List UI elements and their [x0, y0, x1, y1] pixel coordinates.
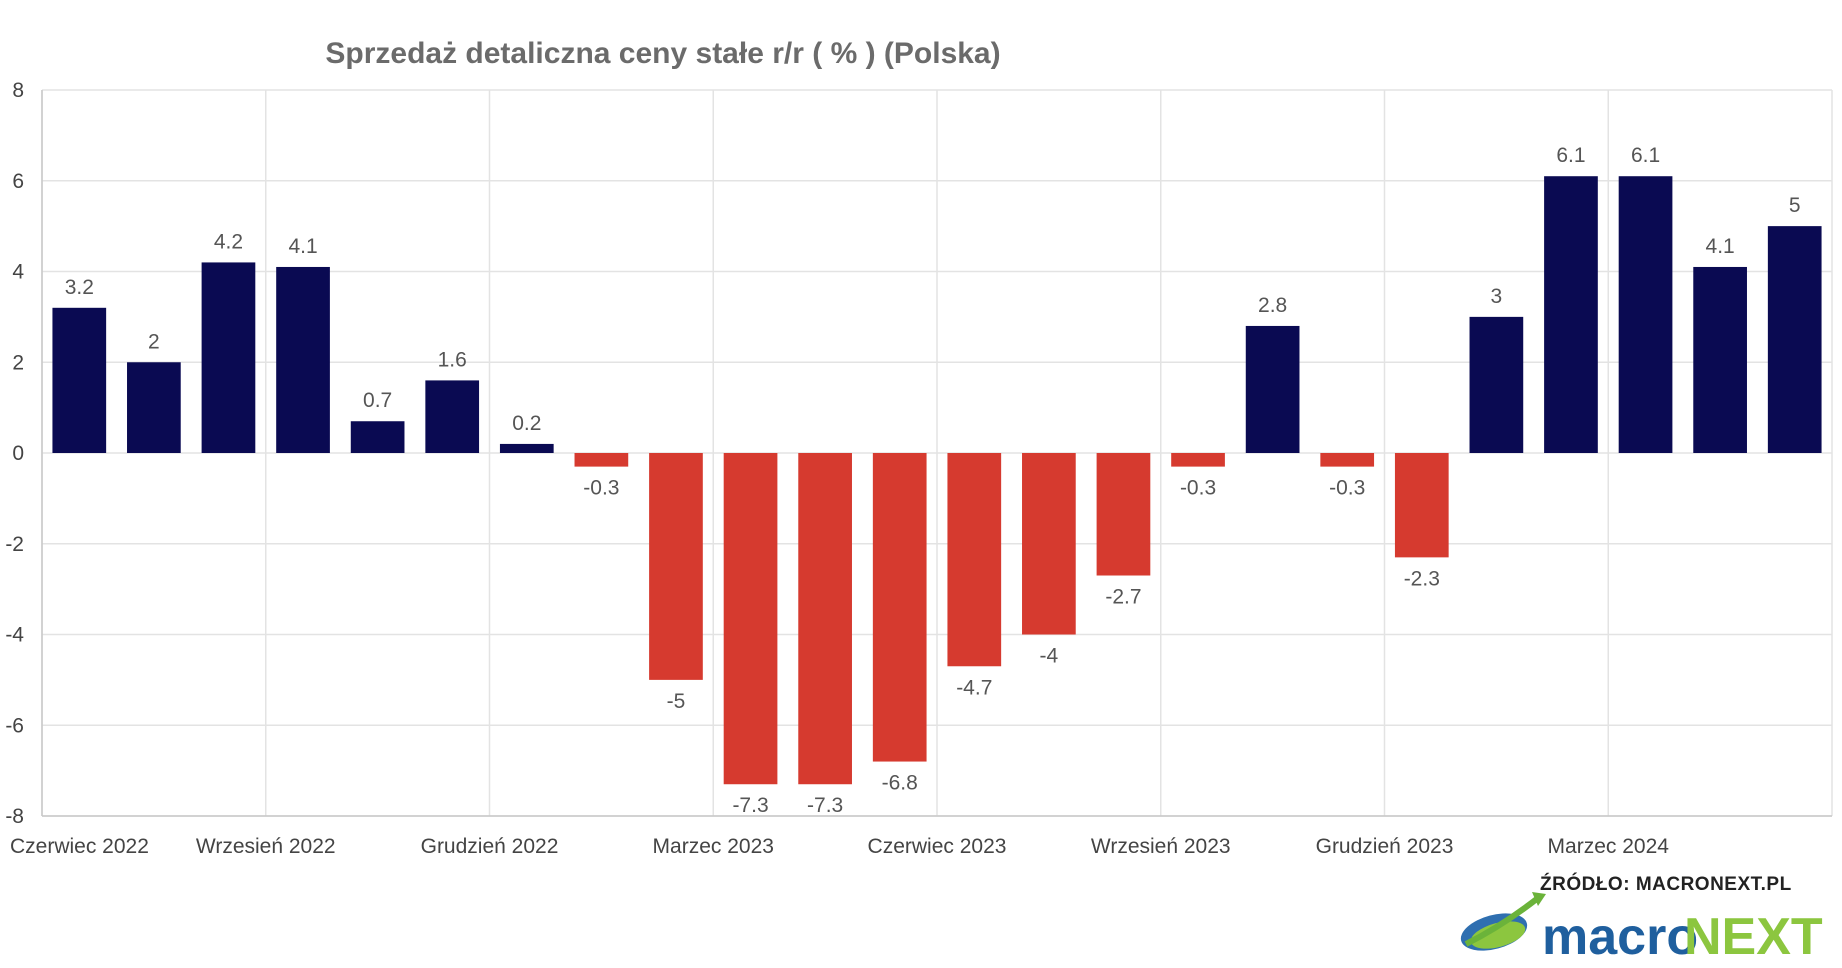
data-label: -7.3	[807, 794, 843, 817]
x-tick-label: Wrzesień 2023	[1091, 835, 1231, 858]
data-label: -0.3	[1180, 477, 1216, 500]
bar	[425, 380, 480, 453]
data-label: -2.3	[1404, 567, 1440, 590]
data-label: 2	[148, 330, 160, 353]
bar	[798, 453, 852, 785]
bar	[276, 266, 330, 453]
bar	[872, 453, 927, 762]
bar	[574, 453, 629, 467]
data-label: 2.8	[1258, 294, 1287, 317]
data-label: -5	[667, 690, 686, 713]
bar	[1618, 176, 1673, 453]
data-label: 3	[1491, 285, 1503, 308]
bar	[52, 307, 107, 453]
x-axis: Czerwiec 2022 Wrzesień 2022 Grudzień 2022 M…	[10, 815, 1832, 858]
data-label: 6.1	[1631, 144, 1660, 167]
bar	[947, 453, 1002, 667]
bar	[1171, 453, 1225, 467]
data-label: -0.3	[583, 477, 619, 500]
macronext-logo: macro NEXT	[1460, 892, 1823, 966]
x-tick-label: Czerwiec 2022	[10, 835, 149, 858]
x-tick-label: Marzec 2024	[1548, 835, 1670, 858]
y-tick-label: -4	[5, 624, 24, 647]
data-label: 0.2	[512, 412, 541, 435]
data-label: 6.1	[1556, 144, 1585, 167]
logo-text-next: NEXT	[1684, 908, 1823, 966]
data-labels: 3.2 2 4.2 4.1 0.7 1.6 0.2 -0.3 -5 -7.3 -7.3 -6.8 -4.…	[65, 144, 1801, 817]
x-tick-label: Czerwiec 2023	[868, 835, 1007, 858]
data-label: -6.8	[882, 772, 918, 795]
data-label: -0.3	[1329, 477, 1365, 500]
y-tick-label: 6	[12, 170, 24, 193]
bar	[649, 453, 703, 680]
chart-title: Sprzedaż detaliczna ceny stałe r/r ( % )…	[325, 37, 1000, 70]
data-label: 1.6	[438, 348, 467, 371]
data-label: 0.7	[363, 389, 392, 412]
y-tick-label: -2	[5, 533, 24, 556]
bars	[52, 176, 1822, 785]
x-tick-label: Marzec 2023	[653, 835, 774, 858]
logo-text-macro: macro	[1542, 908, 1698, 966]
bar	[1022, 453, 1076, 635]
bar	[1469, 316, 1524, 453]
bar	[1767, 226, 1822, 453]
bar	[499, 443, 554, 453]
data-label: 4.2	[214, 230, 243, 253]
bar	[1394, 453, 1449, 558]
data-label: -2.7	[1105, 586, 1141, 609]
bar	[1245, 325, 1300, 453]
bar	[127, 362, 181, 453]
x-tick-label: Grudzień 2023	[1316, 835, 1454, 858]
y-tick-label: 0	[12, 442, 24, 465]
bar	[1320, 453, 1375, 467]
grid-lines	[41, 89, 1833, 817]
x-tick-label: Grudzień 2022	[421, 835, 559, 858]
bar	[1544, 176, 1598, 453]
data-label: 4.1	[1706, 235, 1735, 258]
bar	[201, 262, 256, 453]
bar	[1096, 453, 1151, 576]
y-tick-label: -8	[5, 805, 24, 828]
bar	[350, 421, 405, 453]
y-tick-label: 2	[12, 351, 24, 374]
x-tick-label: Wrzesień 2022	[196, 835, 336, 858]
y-axis: 8 6 4 2 0 -2 -4 -6 -8	[5, 79, 43, 828]
bar	[723, 453, 778, 785]
data-label: -4	[1040, 645, 1059, 668]
y-tick-label: 4	[12, 261, 24, 284]
data-label: -7.3	[732, 794, 768, 817]
logo-swoosh-icon	[1460, 892, 1546, 951]
data-label: 5	[1789, 194, 1801, 217]
data-label: 4.1	[288, 235, 317, 258]
data-label: 3.2	[65, 276, 94, 299]
bar	[1693, 266, 1747, 453]
y-tick-label: -6	[5, 714, 24, 737]
data-label: -4.7	[956, 676, 992, 699]
source-label: ŹRÓDŁO: MACRONEXT.PL	[1540, 874, 1792, 895]
y-tick-label: 8	[12, 79, 24, 102]
